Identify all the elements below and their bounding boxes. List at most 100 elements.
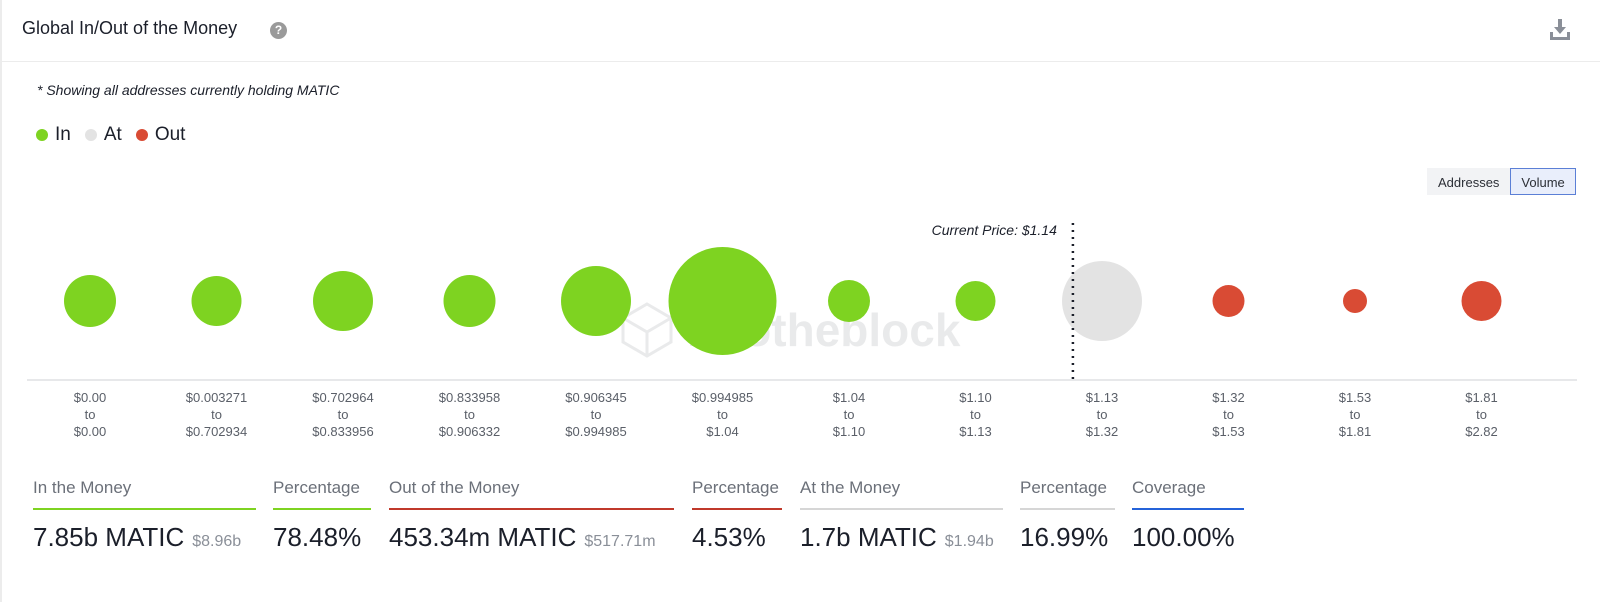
tick-label-1-0: $0.003271 xyxy=(186,390,247,405)
tick-label-5-1: to xyxy=(717,407,728,422)
stat-5: Percentage 16.99% xyxy=(1020,478,1115,553)
legend-item-out[interactable]: Out xyxy=(135,124,186,146)
tick-label-8-2: $1.32 xyxy=(1086,424,1119,439)
tick-label-8-0: $1.13 xyxy=(1086,390,1119,405)
bubble-5[interactable] xyxy=(668,247,777,355)
tick-label-0-2: $0.00 xyxy=(74,424,107,439)
tick-label-2-1: to xyxy=(338,407,349,422)
bubble-10[interactable] xyxy=(1343,289,1367,313)
question-circle-icon[interactable]: ? xyxy=(270,22,287,39)
summary-stats: In the Money 7.85b MATIC $8.96b Percentage 7… xyxy=(33,478,1593,578)
tick-label-11-1: to xyxy=(1476,407,1487,422)
legend-label-at: At xyxy=(103,124,122,145)
stat-usd-value: $1.94b xyxy=(944,533,994,550)
stat-underline xyxy=(389,508,674,510)
stat-label: Coverage xyxy=(1132,478,1206,497)
stat-underline xyxy=(273,508,371,510)
download-icon[interactable] xyxy=(1547,16,1573,42)
tick-label-10-0: $1.53 xyxy=(1339,390,1372,405)
tick-label-0-0: $0.00 xyxy=(74,390,107,405)
stat-value-row: 7.85b MATIC $8.96b xyxy=(33,522,256,553)
tick-label-8-1: to xyxy=(1097,407,1108,422)
stat-4: At the Money 1.7b MATIC $1.94b xyxy=(800,478,1003,553)
stat-value-row: 16.99% xyxy=(1020,522,1115,553)
stat-0: In the Money 7.85b MATIC $8.96b xyxy=(33,478,256,553)
tick-label-3-1: to xyxy=(464,407,475,422)
tick-label-4-2: $0.994985 xyxy=(565,424,626,439)
stat-value: 78.48% xyxy=(273,522,362,552)
bubble-8[interactable] xyxy=(1062,261,1142,341)
chart-legend: In At Out xyxy=(36,124,185,146)
legend-item-in[interactable]: In xyxy=(36,124,71,146)
stat-value-row: 1.7b MATIC $1.94b xyxy=(800,522,1003,553)
stat-value-row: 4.53% xyxy=(692,522,782,553)
stat-label: Percentage xyxy=(1020,478,1107,497)
legend-dot-at xyxy=(84,129,97,141)
stat-value-row: 453.34m MATIC $517.71m xyxy=(389,522,674,553)
bubble-chart: $0.00 to $0.00 $0.003271 to $0.702934 $0.70296… xyxy=(27,222,1577,439)
addresses-toggle-button[interactable]: Addresses xyxy=(1427,168,1511,195)
tick-label-5-0: $0.994985 xyxy=(692,390,753,405)
tick-label-11-0: $1.81 xyxy=(1465,390,1498,405)
tick-label-9-1: to xyxy=(1223,407,1234,422)
stat-value: 453.34m MATIC xyxy=(389,522,577,552)
stat-6: Coverage 100.00% xyxy=(1132,478,1244,553)
stat-value: 100.00% xyxy=(1132,522,1235,552)
bubble-9[interactable] xyxy=(1212,285,1245,317)
stat-value: 16.99% xyxy=(1020,522,1109,552)
tick-label-5-2: $1.04 xyxy=(706,424,739,439)
tick-label-6-2: $1.10 xyxy=(833,424,866,439)
legend-dot-in xyxy=(36,129,48,141)
tick-label-3-0: $0.833958 xyxy=(439,390,500,405)
stat-value: 7.85b MATIC xyxy=(33,522,185,552)
stat-usd-value: $517.71m xyxy=(584,533,656,550)
legend-dot-out xyxy=(135,129,148,141)
stat-value: 4.53% xyxy=(692,522,766,552)
volume-toggle-button[interactable]: Volume xyxy=(1510,168,1576,195)
stat-label: In the Money xyxy=(33,478,132,497)
widget-title: Global In/Out of the Money xyxy=(22,18,238,38)
stat-label: Percentage xyxy=(692,478,779,497)
tick-label-11-2: $2.82 xyxy=(1465,424,1498,439)
tick-label-7-0: $1.10 xyxy=(959,390,992,405)
legend-label-out: Out xyxy=(154,124,186,145)
stat-label: Out of the Money xyxy=(389,478,520,497)
legend-label-in: In xyxy=(55,124,71,145)
stat-usd-value: $8.96b xyxy=(192,533,242,550)
widget-header: Global In/Out of the Money ? xyxy=(2,0,1600,62)
legend-item-at[interactable]: At xyxy=(84,124,122,146)
tick-label-6-0: $1.04 xyxy=(833,390,866,405)
stat-2: Out of the Money 453.34m MATIC $517.71m xyxy=(389,478,674,553)
tick-label-10-2: $1.81 xyxy=(1339,424,1372,439)
bubble-7[interactable] xyxy=(955,281,996,321)
tick-label-2-0: $0.702964 xyxy=(312,390,373,405)
holding-note: * Showing all addresses currently holdin… xyxy=(37,82,340,98)
stat-value-row: 100.00% xyxy=(1132,522,1244,553)
bubble-0[interactable] xyxy=(64,275,116,327)
tick-label-4-1: to xyxy=(591,407,602,422)
tick-label-1-2: $0.702934 xyxy=(186,424,247,439)
metric-toggle: Addresses Volume xyxy=(1427,168,1576,195)
stat-3: Percentage 4.53% xyxy=(692,478,782,553)
tick-label-9-2: $1.53 xyxy=(1212,424,1245,439)
bubble-4[interactable] xyxy=(561,266,631,336)
tick-label-10-1: to xyxy=(1350,407,1361,422)
bubble-1[interactable] xyxy=(191,276,242,326)
current-price-label: Current Price: $1.14 xyxy=(932,222,1057,238)
tick-label-0-1: to xyxy=(85,407,96,422)
stat-1: Percentage 78.48% xyxy=(273,478,371,553)
stat-underline xyxy=(1020,508,1115,510)
tick-label-6-1: to xyxy=(844,407,855,422)
stat-value: 1.7b MATIC xyxy=(800,522,937,552)
stat-label: At the Money xyxy=(800,478,901,497)
bubble-3[interactable] xyxy=(443,275,496,327)
bubble-6[interactable] xyxy=(828,280,870,322)
tick-label-4-0: $0.906345 xyxy=(565,390,626,405)
bubble-2[interactable] xyxy=(313,271,373,331)
bubble-11[interactable] xyxy=(1461,281,1502,321)
stat-label: Percentage xyxy=(273,478,360,497)
stat-underline xyxy=(1132,508,1244,510)
tick-label-3-2: $0.906332 xyxy=(439,424,500,439)
tick-label-2-2: $0.833956 xyxy=(312,424,373,439)
